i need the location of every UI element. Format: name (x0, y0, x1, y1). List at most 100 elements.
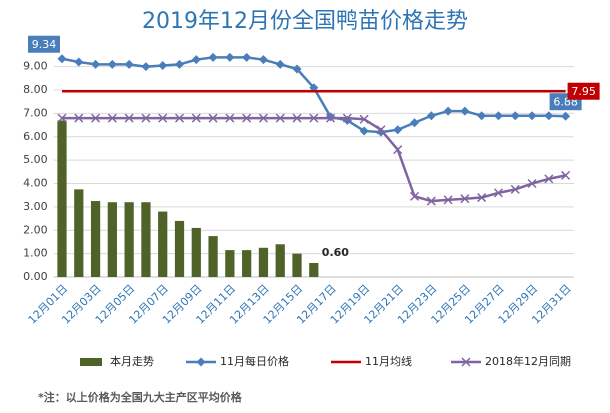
marker (460, 106, 470, 116)
legend-label: 11月每日价格 (220, 354, 289, 368)
marker (141, 62, 151, 72)
marker (393, 145, 403, 155)
value-label-box (567, 82, 600, 100)
bar (242, 250, 252, 277)
y-tick-label: 1.00 (23, 247, 48, 260)
marker (426, 111, 436, 121)
marker (57, 113, 67, 123)
marker (493, 188, 503, 198)
value-label: 0.60 (322, 246, 349, 259)
marker (275, 59, 285, 69)
marker (74, 113, 84, 123)
y-tick-label: 8.00 (23, 83, 48, 96)
bar (124, 202, 134, 277)
marker (561, 170, 571, 180)
marker (258, 113, 268, 123)
marker (527, 111, 537, 121)
marker (91, 59, 101, 69)
marker (292, 113, 302, 123)
y-tick-label: 5.00 (23, 153, 48, 166)
bar (292, 253, 302, 277)
marker (91, 113, 101, 123)
marker (477, 111, 487, 121)
bar (174, 220, 185, 277)
marker (242, 113, 252, 123)
y-tick-label: 7.00 (23, 106, 48, 119)
value-label: 9.34 (32, 38, 57, 51)
marker (493, 111, 503, 121)
bar (158, 211, 168, 277)
bar (90, 201, 101, 277)
marker (175, 59, 185, 69)
marker (510, 111, 520, 121)
legend-label: 本月走势 (110, 354, 154, 368)
bar (258, 247, 269, 277)
bar (107, 202, 117, 277)
legend-marker (461, 357, 471, 367)
marker (191, 113, 201, 123)
marker (359, 126, 369, 136)
marker (477, 193, 487, 203)
marker (191, 55, 201, 65)
marker (342, 113, 352, 123)
chart-title: 2019年12月份全国鸭苗价格走势 (142, 9, 468, 34)
marker (510, 184, 520, 194)
marker (292, 64, 302, 74)
marker (409, 191, 420, 201)
marker (443, 106, 453, 116)
marker (544, 174, 554, 184)
bar (208, 236, 218, 277)
footnote: *注：以上价格为全国九大主产区平均价格 (38, 390, 243, 404)
marker (443, 195, 453, 205)
marker (258, 55, 268, 65)
marker (225, 113, 235, 123)
marker (225, 52, 235, 62)
y-tick-label: 4.00 (23, 177, 48, 190)
bar (309, 262, 319, 277)
legend-swatch (80, 358, 102, 366)
marker (275, 113, 285, 123)
bar (74, 189, 84, 277)
marker (326, 113, 336, 123)
marker (158, 113, 168, 123)
marker (410, 118, 420, 128)
legend-label: 2018年12月同期 (485, 354, 571, 368)
marker (141, 113, 151, 123)
value-label: 7.95 (571, 85, 596, 98)
marker (309, 113, 319, 123)
marker (460, 194, 470, 204)
marker (107, 113, 117, 123)
marker (174, 113, 185, 123)
y-tick-label: 3.00 (23, 200, 48, 213)
legend-label: 11月均线 (365, 354, 412, 368)
marker (544, 111, 554, 121)
y-tick-label: 6.00 (23, 130, 48, 143)
y-tick-label: 0.00 (23, 270, 48, 283)
bar (141, 202, 151, 277)
line (61, 116, 566, 203)
bar (225, 250, 235, 277)
marker (74, 57, 84, 67)
legend-marker (196, 357, 206, 367)
marker (208, 52, 218, 62)
marker (107, 59, 117, 69)
y-tick-label: 9.00 (23, 60, 48, 73)
marker (309, 83, 319, 93)
marker (158, 61, 168, 71)
line (61, 56, 566, 134)
marker (124, 113, 134, 123)
marker (426, 196, 436, 206)
marker (124, 59, 134, 69)
bar (57, 120, 67, 277)
marker (376, 125, 386, 135)
y-tick-label: 2.00 (23, 223, 48, 236)
marker (527, 178, 537, 189)
marker (208, 113, 218, 123)
marker (359, 114, 369, 124)
marker (561, 111, 571, 121)
bar (275, 244, 285, 277)
value-label-box (27, 35, 60, 53)
marker (393, 125, 403, 135)
marker (57, 54, 67, 64)
